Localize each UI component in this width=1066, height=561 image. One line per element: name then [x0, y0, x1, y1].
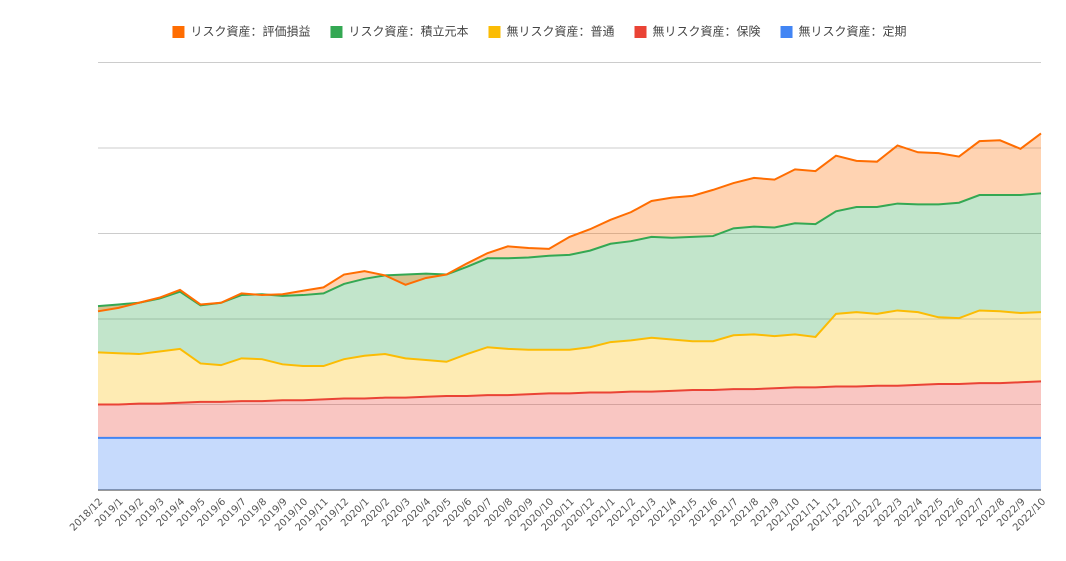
area [98, 381, 1041, 438]
series-line [97, 132, 1042, 313]
legend-label: 無リスク資産：保険 [653, 24, 761, 39]
legend-label: リスク資産：積立元本 [348, 24, 468, 39]
legend-swatch [330, 26, 343, 38]
legend: リスク資産：評価損益 リスク資産：積立元本 無リスク資産：普通 無リスク資産：保険 無リ… [172, 24, 907, 39]
legend-swatch [780, 26, 793, 38]
area [98, 310, 1041, 405]
area [98, 437, 1041, 490]
area [98, 133, 1041, 312]
legend-label: 無リスク資産：普通 [506, 24, 614, 39]
legend-swatch [634, 26, 647, 38]
legend-label: リスク資産：評価損益 [190, 24, 310, 39]
legend-swatch [172, 26, 185, 38]
series-line [97, 309, 1042, 368]
legend-label: 無リスク資産：定期 [799, 24, 907, 39]
legend-swatch [488, 26, 501, 38]
series-line [98, 380, 1042, 406]
area [98, 193, 1041, 367]
